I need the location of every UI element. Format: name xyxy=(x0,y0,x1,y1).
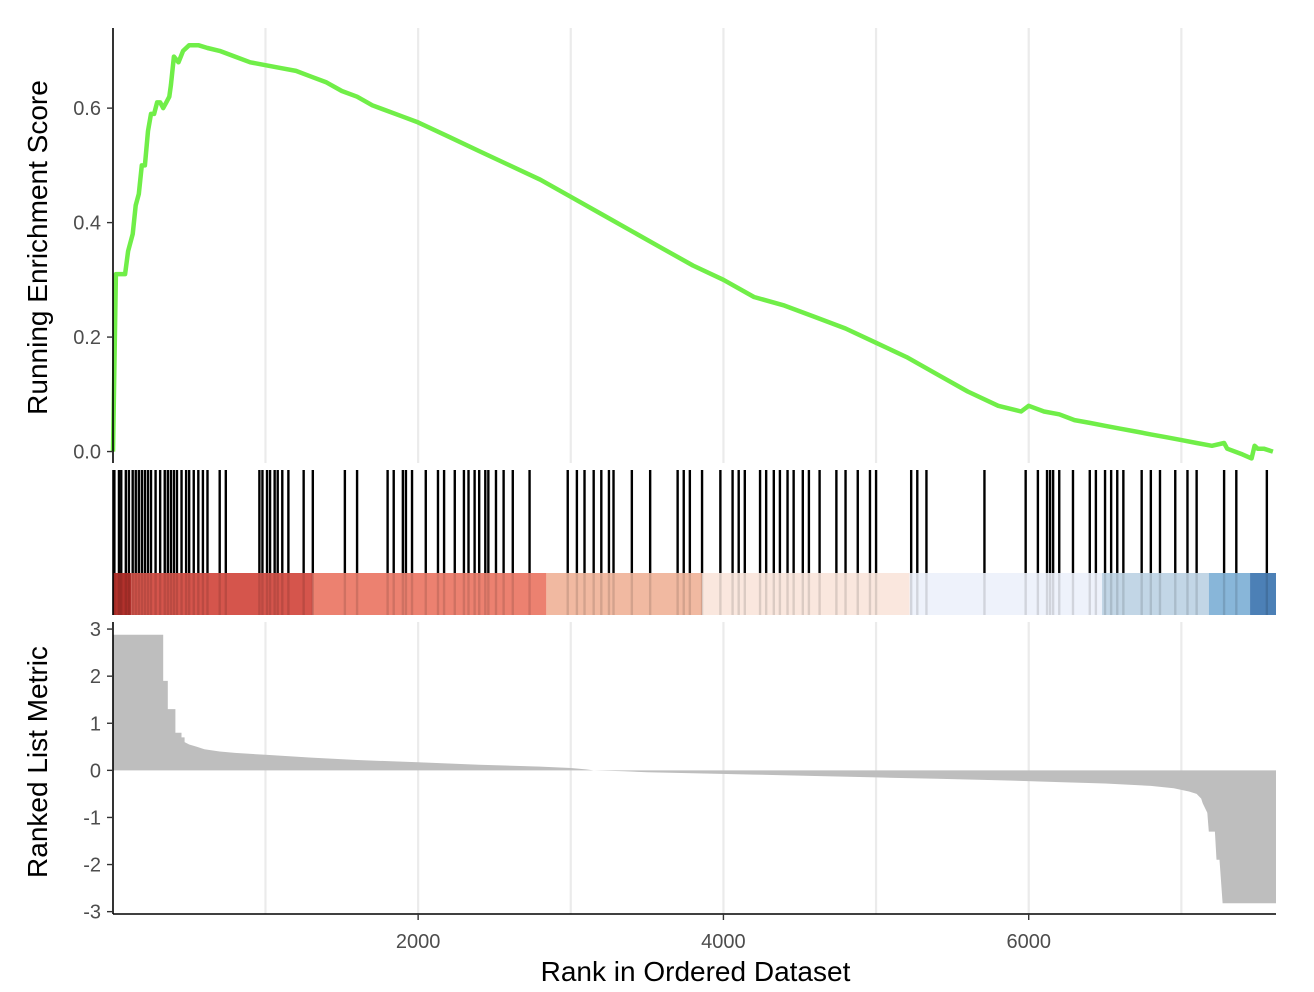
top-y-tick-label: 0.4 xyxy=(73,213,101,235)
heat-segment xyxy=(546,573,703,615)
top-panel-gridlines xyxy=(264,28,1183,463)
ranked-metric-area xyxy=(113,634,1276,904)
bottom-y-tick-label: -2 xyxy=(83,855,101,877)
ranked-metric-panel: 3 2 1 0 -1 -2 -3 2000 4000 6000 Ranked List Metr… xyxy=(22,619,1276,987)
bottom-y-tick-label: 3 xyxy=(90,619,101,641)
running-es-line xyxy=(110,42,1274,461)
heat-segment xyxy=(1208,573,1251,615)
heat-segment xyxy=(131,573,313,615)
top-panel-y-ticks: 0.0 0.2 0.4 0.6 xyxy=(73,98,113,464)
top-panel-y-axis-title: Running Enrichment Score xyxy=(22,80,53,415)
x-axis-title: Rank in Ordered Dataset xyxy=(541,956,851,987)
bottom-panel-y-ticks: 3 2 1 0 -1 -2 -3 xyxy=(83,619,113,924)
heat-segment xyxy=(312,573,547,615)
top-y-tick-label: 0.0 xyxy=(73,442,101,464)
heat-segment xyxy=(1101,573,1209,615)
heat-segment xyxy=(909,573,1102,615)
x-tick-label: 2000 xyxy=(396,931,441,953)
bottom-y-tick-label: -1 xyxy=(83,807,101,829)
top-y-tick-label: 0.2 xyxy=(73,327,101,349)
x-axis-ticks: 2000 4000 6000 xyxy=(396,914,1051,953)
bottom-y-tick-label: 0 xyxy=(90,760,101,782)
bottom-y-tick-label: 2 xyxy=(90,666,101,688)
top-y-tick-label: 0.6 xyxy=(73,98,101,120)
bottom-panel-y-axis-title: Ranked List Metric xyxy=(22,646,53,878)
heat-segment xyxy=(1250,573,1276,615)
x-tick-label: 4000 xyxy=(701,931,746,953)
bottom-y-tick-label: 1 xyxy=(90,713,101,735)
heat-segment xyxy=(113,573,132,615)
gene-hit-marks xyxy=(113,470,1269,615)
ranked-metric-heatbar xyxy=(113,573,1276,615)
x-tick-label: 6000 xyxy=(1006,931,1051,953)
hits-heat-panel xyxy=(112,470,1276,615)
heat-segment xyxy=(702,573,910,615)
bottom-y-tick-label: -3 xyxy=(83,902,101,924)
running-es-panel: 0.0 0.2 0.4 0.6 Running Enrichment Score xyxy=(22,28,1274,464)
